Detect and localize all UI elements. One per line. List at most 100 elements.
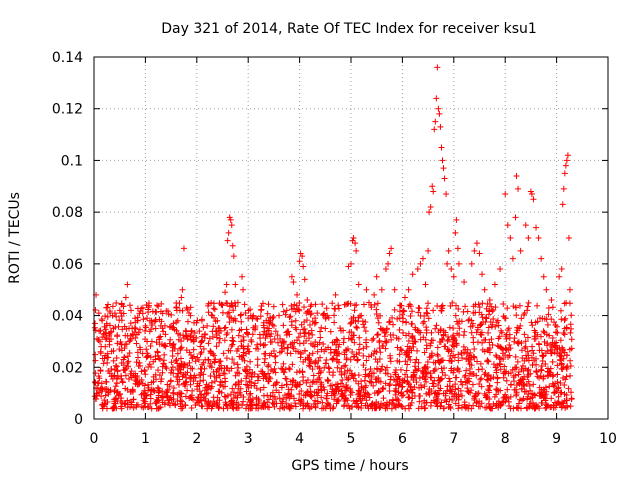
data-point (490, 361, 497, 368)
data-point (145, 309, 152, 316)
data-point (381, 330, 388, 337)
data-point (220, 350, 227, 357)
data-point (257, 386, 264, 393)
data-point (397, 346, 404, 353)
data-point (207, 385, 214, 392)
data-point (197, 378, 204, 385)
data-point (114, 333, 121, 340)
data-point (387, 376, 394, 383)
data-point (564, 152, 571, 159)
data-point (520, 395, 527, 402)
data-point (318, 394, 325, 401)
data-point (439, 305, 446, 312)
data-point (520, 376, 527, 383)
data-point (439, 369, 446, 376)
data-point (491, 281, 498, 288)
data-point (191, 330, 198, 337)
data-point (228, 326, 235, 333)
data-point (561, 300, 568, 307)
data-point (215, 405, 222, 412)
data-point (245, 315, 252, 322)
data-point (551, 342, 558, 349)
data-point (307, 391, 314, 398)
x-tick-label: 10 (599, 431, 617, 447)
data-point (226, 314, 233, 321)
data-point (176, 300, 183, 307)
data-point (214, 317, 221, 324)
data-point (467, 323, 474, 330)
data-point (98, 343, 105, 350)
data-point (443, 191, 450, 198)
data-point (522, 338, 529, 345)
data-point (334, 383, 341, 390)
data-point (303, 317, 310, 324)
data-point (340, 339, 347, 346)
data-point (285, 365, 292, 372)
data-point (286, 314, 293, 321)
data-point (500, 356, 507, 363)
data-point (494, 362, 501, 369)
data-point (495, 322, 502, 329)
data-point (534, 302, 541, 309)
data-point (340, 403, 347, 410)
data-point (271, 403, 278, 410)
x-tick-label: 1 (141, 431, 150, 447)
data-point (450, 273, 457, 280)
data-point (277, 335, 284, 342)
data-point (463, 367, 470, 374)
data-point (168, 311, 175, 318)
data-point (470, 402, 477, 409)
data-point (460, 349, 467, 356)
data-point (524, 396, 531, 403)
data-point (342, 394, 349, 401)
data-point (343, 346, 350, 353)
data-point (312, 319, 319, 326)
data-point (536, 384, 543, 391)
data-point (360, 345, 367, 352)
data-point (409, 271, 416, 278)
data-point (227, 402, 234, 409)
data-point (278, 348, 285, 355)
data-point (401, 294, 408, 301)
data-point (306, 308, 313, 315)
data-point (296, 300, 303, 307)
data-point (521, 331, 528, 338)
data-point (153, 398, 160, 405)
data-point (545, 311, 552, 318)
data-point (144, 350, 151, 357)
data-point (392, 369, 399, 376)
data-point (270, 382, 277, 389)
data-point (102, 392, 109, 399)
data-point (533, 224, 540, 231)
data-point (342, 362, 349, 369)
data-point (286, 331, 293, 338)
data-point (261, 350, 268, 357)
data-point (493, 386, 500, 393)
data-point (95, 379, 102, 386)
data-point (436, 110, 443, 117)
data-point (194, 397, 201, 404)
data-point (225, 229, 232, 236)
data-point (184, 369, 191, 376)
data-point (292, 324, 299, 331)
data-point (272, 359, 279, 366)
data-point (213, 334, 220, 341)
data-point (168, 366, 175, 373)
data-point (196, 328, 203, 335)
data-point (234, 390, 241, 397)
x-tick-label: 8 (501, 431, 510, 447)
data-point (568, 345, 575, 352)
data-point (343, 384, 350, 391)
data-point (553, 323, 560, 330)
data-point (142, 371, 149, 378)
data-point (197, 351, 204, 358)
data-point (525, 366, 532, 373)
data-point (474, 339, 481, 346)
data-point (380, 395, 387, 402)
data-point (198, 402, 205, 409)
data-point (265, 370, 272, 377)
data-point (412, 366, 419, 373)
data-point (296, 307, 303, 314)
data-point (393, 388, 400, 395)
data-point (384, 370, 391, 377)
